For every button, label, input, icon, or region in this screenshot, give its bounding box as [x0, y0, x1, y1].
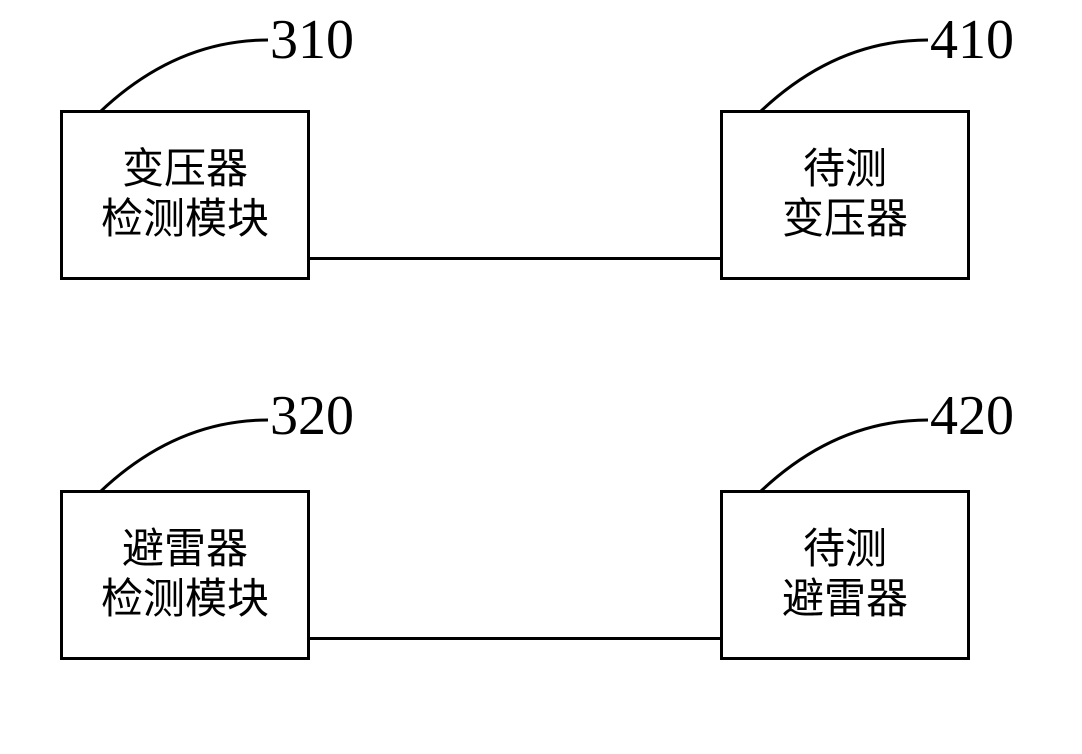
diagram-canvas: 变压器 检测模块 310 待测 变压器 410 避雷器 检测模块 320 待测 …	[0, 0, 1082, 754]
leader-320-path	[100, 420, 268, 492]
node-310-line1: 变压器	[122, 145, 248, 195]
node-320: 避雷器 检测模块	[60, 490, 310, 660]
connector-310-410	[310, 257, 720, 260]
leader-420-path	[760, 420, 928, 492]
label-420: 420	[930, 384, 1014, 448]
node-420-line1: 待测	[803, 525, 887, 575]
node-320-line1: 避雷器	[122, 525, 248, 575]
leader-310-path	[100, 40, 268, 112]
label-310: 310	[270, 8, 354, 72]
connector-320-420	[310, 637, 720, 640]
node-320-line2: 检测模块	[101, 575, 269, 625]
node-410-line1: 待测	[803, 145, 887, 195]
node-420-line2: 避雷器	[782, 575, 908, 625]
node-410-line2: 变压器	[782, 195, 908, 245]
label-410: 410	[930, 8, 1014, 72]
node-310-line2: 检测模块	[101, 195, 269, 245]
node-410: 待测 变压器	[720, 110, 970, 280]
label-320: 320	[270, 384, 354, 448]
node-310: 变压器 检测模块	[60, 110, 310, 280]
node-420: 待测 避雷器	[720, 490, 970, 660]
leader-410-path	[760, 40, 928, 112]
